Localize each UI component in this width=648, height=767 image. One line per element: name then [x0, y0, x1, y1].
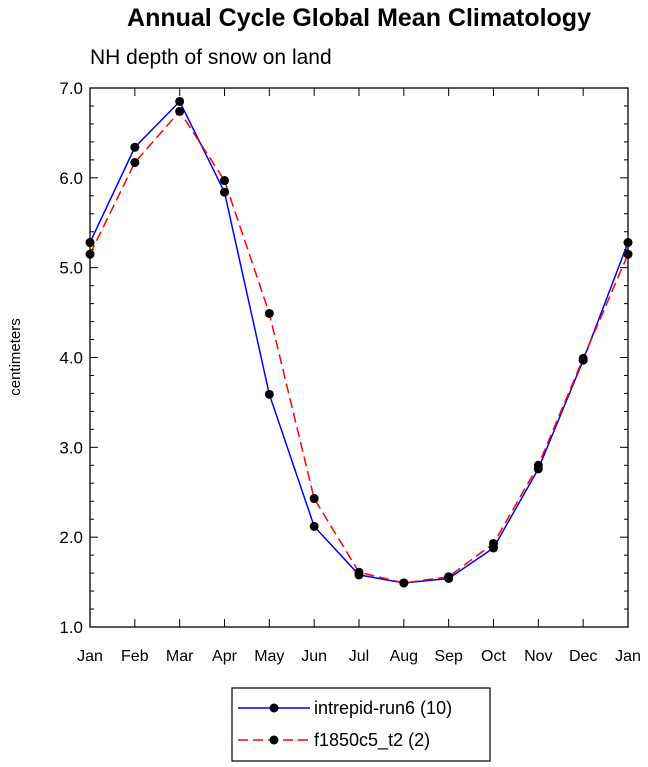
x-tick-label: Feb: [121, 648, 149, 665]
x-tick-label: Jan: [615, 648, 641, 665]
plot-frame: [89, 87, 629, 628]
series-0-point: [220, 187, 229, 197]
x-tick-label: Jul: [349, 648, 369, 665]
series-line-0: [89, 100, 629, 584]
series-1-point: [130, 158, 140, 168]
plot-axes: 1.0 2.0 3.0 4.0 5.0 6.0 7.0 Jan Feb Mar Apr May Jun J…: [59, 79, 641, 665]
x-tick-label: Mar: [166, 648, 194, 665]
y-tick-label: 1.0: [59, 618, 83, 637]
series-1-point: [354, 567, 364, 577]
y-tick-label: 3.0: [59, 438, 83, 457]
x-tick-label: Apr: [212, 648, 238, 665]
series-1-point: [623, 249, 633, 259]
legend-box: [231, 687, 491, 762]
x-tick-label: Oct: [481, 648, 506, 665]
y-tick-label: 7.0: [59, 79, 83, 98]
y-tick-label: 5.0: [59, 259, 83, 278]
series-0-point: [623, 238, 633, 248]
legend: intrepid-run6 (10) f1850c5_t2 (2): [231, 687, 491, 762]
series-1-point: [578, 353, 588, 363]
x-tick-label: Nov: [524, 648, 552, 665]
series-1-point: [220, 176, 229, 186]
y-axis-label: centimeters: [7, 318, 24, 396]
chart-title: Annual Cycle Global Mean Climatology: [127, 4, 591, 32]
series-0-point: [175, 96, 185, 106]
series-0-point: [264, 389, 274, 399]
series-1-point: [489, 538, 498, 548]
series-1-point: [399, 578, 409, 588]
x-tick-label: Aug: [390, 648, 418, 665]
legend-marker-0: [269, 703, 279, 713]
y-tick-label: 2.0: [59, 528, 83, 547]
series-1-point: [85, 249, 95, 259]
series-0-point: [85, 238, 95, 248]
chart-subtitle: NH depth of snow on land: [90, 46, 332, 69]
legend-label-0: intrepid-run6 (10): [314, 698, 452, 718]
series-1-point: [309, 494, 319, 504]
series-line-1: [89, 110, 629, 584]
series-1-point: [533, 460, 543, 470]
series-0-point: [309, 521, 319, 531]
x-tick-label: Dec: [569, 648, 597, 665]
series-1-point: [444, 572, 454, 582]
x-tick-label: Jun: [301, 648, 327, 665]
y-tick-label: 4.0: [59, 349, 83, 368]
series-0-point: [130, 142, 140, 152]
x-tick-label: Jan: [77, 648, 103, 665]
series-1-point: [175, 106, 185, 116]
legend-marker-1: [269, 735, 279, 745]
legend-label-1: f1850c5_t2 (2): [314, 730, 430, 751]
series-1-point: [264, 308, 274, 318]
series-layer: [85, 96, 633, 588]
y-tick-label: 6.0: [59, 169, 83, 188]
x-tick-label: May: [254, 648, 284, 665]
x-tick-label: Sep: [434, 648, 463, 665]
